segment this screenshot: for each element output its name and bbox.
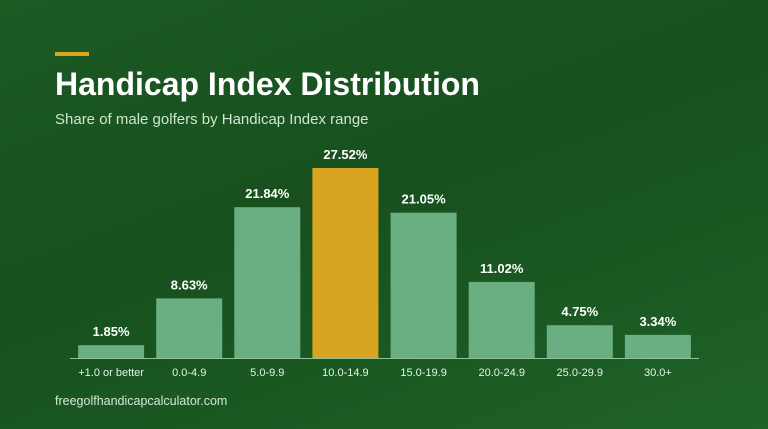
chart-subtitle: Share of male golfers by Handicap Index … [55, 111, 369, 128]
bar-value-label: 11.02% [480, 261, 524, 276]
bar-value-label: 4.75% [561, 304, 598, 319]
x-tick-label: 5.0-9.9 [250, 367, 284, 379]
bar [156, 298, 223, 358]
bar [390, 212, 457, 358]
source-footer: freegolfhandicapcalculator.com [55, 394, 228, 408]
x-tick-label: 25.0-29.9 [557, 367, 603, 379]
bar [624, 334, 691, 358]
x-tick-label: 15.0-19.9 [400, 367, 446, 379]
x-tick-label: 10.0-14.9 [322, 367, 368, 379]
title-accent-bar [55, 52, 89, 56]
chart-title: Handicap Index Distribution [55, 66, 480, 102]
bar-value-label: 21.84% [245, 186, 290, 201]
bar-value-label: 1.85% [93, 324, 130, 339]
bar-value-label: 21.05% [402, 192, 447, 207]
x-tick-label: 30.0+ [644, 367, 672, 379]
x-tick-label: 0.0-4.9 [172, 367, 206, 379]
bar [546, 325, 613, 358]
bar [78, 345, 145, 358]
x-tick-label: 20.0-24.9 [478, 367, 524, 379]
bar-value-label: 27.52% [323, 147, 368, 162]
bar [234, 207, 301, 358]
bar-value-label: 3.34% [639, 314, 676, 329]
x-tick-label: +1.0 or better [78, 367, 144, 379]
bar [468, 281, 535, 358]
bar-highlight [312, 168, 379, 358]
bar-value-label: 8.63% [171, 277, 208, 292]
